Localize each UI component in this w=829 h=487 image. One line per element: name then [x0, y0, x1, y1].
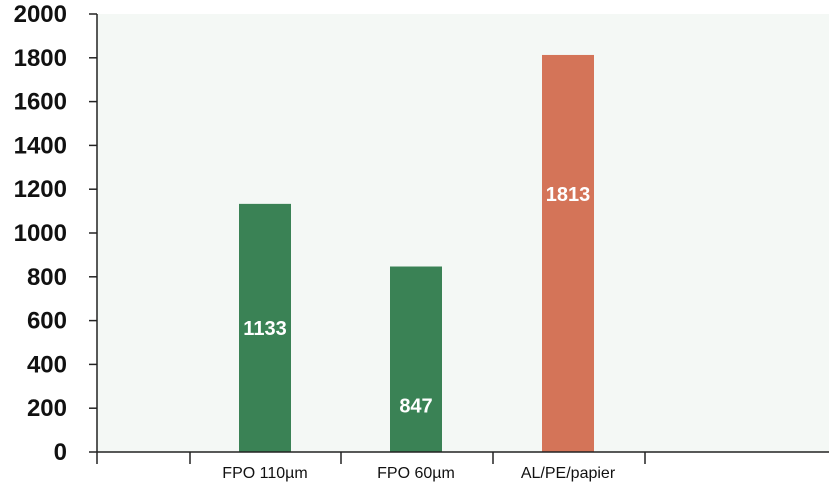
- y-tick-label: 800: [27, 264, 67, 291]
- y-tick-label: 2000: [14, 1, 67, 28]
- y-tick-label: 1400: [14, 132, 67, 159]
- x-ticks-group: FPO 110µm FPO 60µm AL/PE/papier: [189, 452, 646, 482]
- x-tick-label: FPO 110µm: [222, 465, 307, 482]
- y-ticks-group: 0 200 400 600 800 1000 1200 1400 1600 1800 2000: [14, 1, 97, 466]
- bars-group: [239, 54, 594, 452]
- y-tick-label: 400: [27, 351, 67, 378]
- bar-data-label: 1813: [546, 184, 591, 206]
- y-tick-label: 1200: [14, 176, 67, 203]
- y-tick-label: 1600: [14, 89, 67, 116]
- bar-data-label: 1133: [243, 318, 286, 340]
- y-tick-label: 1000: [14, 220, 67, 247]
- x-tick-label: AL/PE/papier: [521, 465, 616, 482]
- x-tick-label: FPO 60µm: [377, 465, 455, 482]
- bar: [239, 203, 291, 452]
- y-tick-label: 1800: [14, 45, 67, 72]
- y-tick-label: 600: [27, 308, 67, 335]
- y-tick-label: 200: [27, 395, 67, 422]
- plot-background: [97, 14, 829, 452]
- y-tick-label: 0: [54, 439, 67, 466]
- bar-data-label: 847: [399, 396, 432, 418]
- data-labels-group: 1133 847 1813: [243, 184, 590, 418]
- bar: [390, 266, 442, 452]
- bar: [542, 54, 594, 452]
